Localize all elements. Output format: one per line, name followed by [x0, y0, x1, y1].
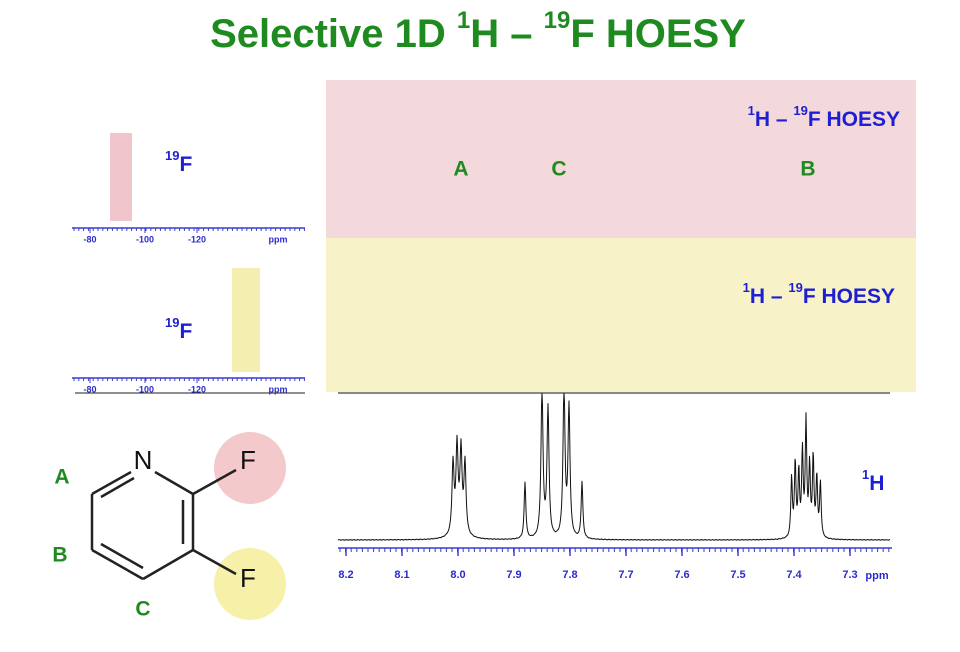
f-label: 19F: [165, 148, 192, 175]
title-sup: 19: [544, 7, 571, 34]
label-sup: 19: [165, 315, 179, 330]
axis-tick-label: 8.0: [450, 569, 465, 581]
axis-tick-label: 7.3: [842, 569, 857, 581]
position-label: C: [135, 598, 150, 621]
title-part: H –: [470, 12, 543, 56]
label-sup: 19: [788, 280, 802, 295]
title-sup: 1: [457, 7, 470, 34]
axis-tick-label: 7.8: [562, 569, 577, 581]
f-axis-tick-label: -100: [136, 234, 154, 244]
peak-label: A: [453, 158, 468, 181]
label-sup: 1: [862, 467, 869, 482]
position-label: B: [52, 544, 67, 567]
atom: F: [240, 563, 256, 593]
label-sup: 19: [165, 148, 179, 163]
title-part: Selective 1D: [210, 12, 457, 56]
axis-tick-label: 7.9: [506, 569, 521, 581]
axis-tick-label: 8.2: [338, 569, 353, 581]
axis-tick-label: 7.6: [674, 569, 689, 581]
pink-circle: [214, 432, 286, 504]
f-axis-tick-label: -120: [188, 384, 206, 394]
label-sup: 19: [793, 103, 807, 118]
title-part: F HOESY: [570, 12, 746, 56]
f-axis-unit: ppm: [269, 234, 288, 244]
spectrum-label: 1H: [862, 467, 884, 494]
atom: N: [134, 445, 153, 475]
peak-label: B: [800, 158, 815, 181]
yellow-circle: [214, 548, 286, 620]
atom: F: [240, 445, 256, 475]
label-part: H –: [750, 285, 789, 308]
label-sup: 1: [743, 280, 750, 295]
label-part: F: [179, 320, 192, 343]
f-axis-tick-label: -80: [83, 384, 96, 394]
axis-tick-label: 8.1: [394, 569, 409, 581]
spectrum-label: 1H – 19F HOESY: [748, 103, 900, 130]
pink-panel: [326, 80, 916, 238]
f-axis-unit: ppm: [269, 384, 288, 394]
spectrum-label: 1H – 19F HOESY: [743, 280, 895, 307]
yellow-highlight: [232, 268, 260, 372]
label-sup: 1: [748, 103, 755, 118]
axis-tick-label: 7.7: [618, 569, 633, 581]
spectrum-trace: [337, 392, 891, 541]
label-part: H: [869, 472, 884, 495]
f-axis-tick-label: -120: [188, 234, 206, 244]
peak-label: C: [551, 158, 566, 181]
axis-unit: ppm: [865, 570, 888, 582]
ring: [90, 468, 237, 581]
label-part: F HOESY: [808, 108, 900, 131]
axis-tick-label: 7.4: [786, 569, 802, 581]
yellow-panel: [326, 238, 916, 392]
pink-highlight: [110, 133, 132, 221]
axis-tick-label: 7.5: [730, 569, 745, 581]
f-label: 19F: [165, 315, 192, 342]
slide-title: Selective 1D 1H – 19F HOESY: [210, 7, 746, 55]
label-part: F HOESY: [803, 285, 895, 308]
label-part: H –: [755, 108, 794, 131]
position-label: A: [54, 466, 69, 489]
label-part: F: [179, 153, 192, 176]
f-axis-tick-label: -80: [83, 234, 96, 244]
f-axis-tick-label: -100: [136, 384, 154, 394]
